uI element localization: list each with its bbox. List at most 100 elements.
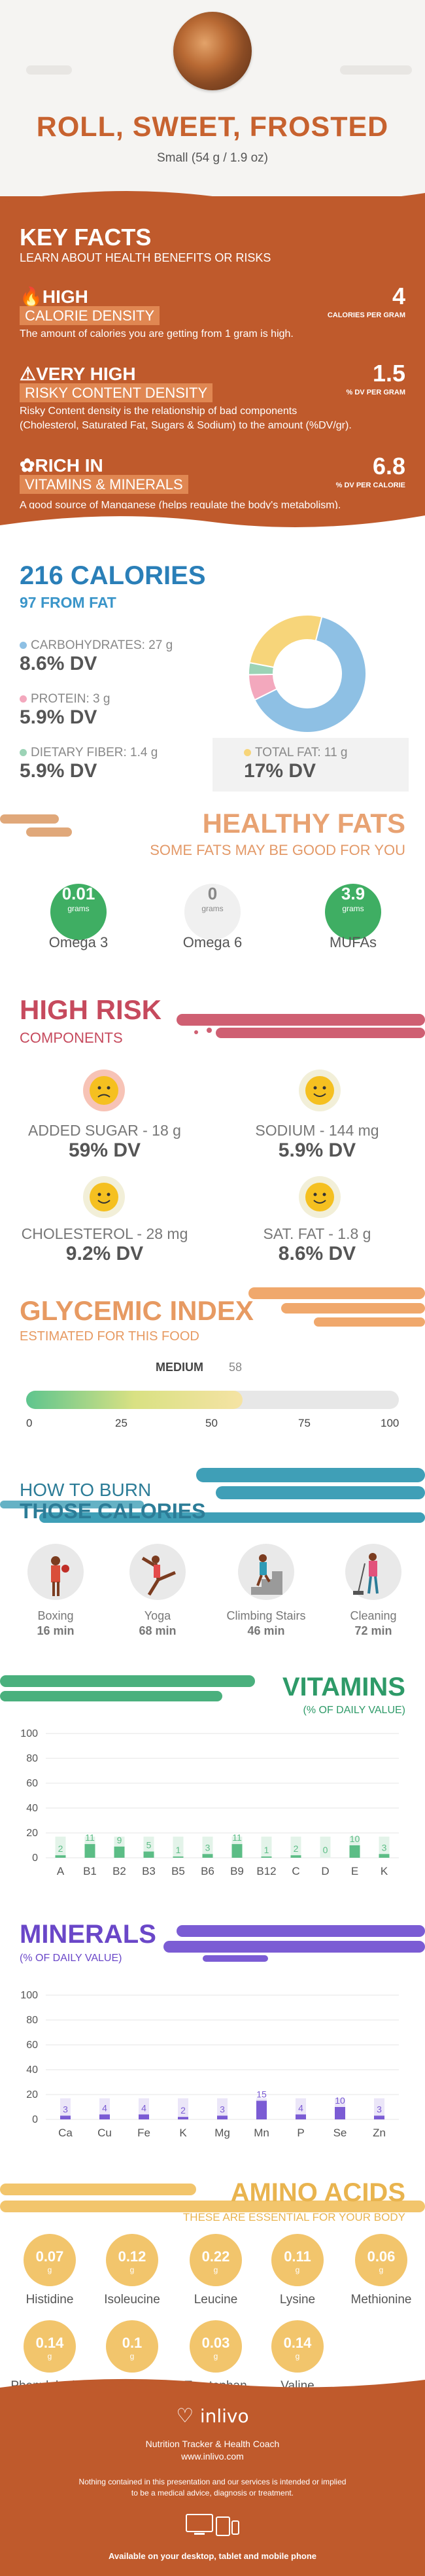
fact-unit: % DV PER CALORIE	[335, 481, 405, 489]
fact-vitamins-minerals: ✿RICH IN VITAMINS & MINERALS	[20, 455, 188, 494]
bar-background	[99, 2098, 110, 2119]
bar-value-label: 2	[58, 1843, 63, 1854]
amino-unit: g	[213, 2265, 218, 2274]
x-tick-label: A	[57, 1865, 65, 1877]
calories-title: 216 CALORIES	[20, 561, 206, 590]
bar-P	[296, 2114, 306, 2119]
bar-background	[55, 1836, 66, 1858]
amino-value: 0.12	[118, 2248, 146, 2265]
fat-unit: grams	[201, 904, 224, 913]
fats-title: HEALTHY FATS	[202, 808, 405, 839]
y-tick-label: 20	[26, 1828, 38, 1839]
bar-A	[55, 1855, 66, 1858]
x-tick-label: K	[381, 1865, 388, 1877]
amino-unit: g	[47, 2265, 52, 2274]
donut-slice-carbohydrates	[254, 616, 367, 733]
gi-bar-fill	[26, 1391, 243, 1409]
food-title: ROLL, SWEET, FROSTED	[36, 111, 389, 143]
exercise-title-2: THOSE CALORIES	[20, 1499, 206, 1523]
fact-label: CALORIE DENSITY	[20, 306, 160, 325]
bar-value-label: 3	[63, 2104, 68, 2114]
amino-name: Leucine	[194, 2293, 238, 2306]
x-tick-label: B9	[230, 1865, 244, 1877]
gi-subtitle: ESTIMATED FOR THIS FOOD	[20, 1329, 199, 1344]
exercise-name: Yoga	[144, 1609, 171, 1622]
y-tick-label: 40	[26, 2064, 38, 2076]
nutrient-label: DIETARY FIBER: 1.4 g	[31, 746, 158, 759]
x-tick-label: Fe	[137, 2127, 150, 2139]
dot-icon	[20, 695, 27, 703]
fact-value: 1.5	[372, 360, 405, 387]
y-tick-label: 20	[26, 2089, 38, 2100]
bar-value-label: 10	[350, 1834, 360, 1844]
amino-value: 0.06	[367, 2248, 396, 2265]
risk-label: SODIUM - 144 mg	[255, 1122, 379, 1139]
exercise-name: Cleaning	[350, 1609, 397, 1622]
decor-cloud	[26, 65, 72, 75]
bar-value-label: 15	[256, 2089, 267, 2100]
fact-desc: A good source of Manganese (helps regula…	[20, 500, 341, 511]
amino-name: Isoleucine	[104, 2293, 160, 2306]
bar-background	[379, 1836, 390, 1858]
amino-value: 0.07	[35, 2248, 64, 2265]
fact-unit: CALORIES PER GRAM	[327, 311, 405, 319]
exercise-title-1: HOW TO BURN	[20, 1480, 152, 1500]
minerals-subtitle: (% OF DAILY VALUE)	[20, 1953, 122, 1964]
disclaimer: to be a medical advice, diagnosis or tre…	[131, 2488, 294, 2498]
happy-face-icon	[299, 1070, 341, 1111]
vitamins-bar-chart: 0204060801002A11B19B25B31B53B611B91B122C…	[20, 1728, 399, 1877]
bar-Mn	[256, 2100, 267, 2119]
vitamins-title: VITAMINS	[282, 1673, 405, 1701]
fat-omega6: 0 grams	[184, 873, 241, 940]
decor-stripes	[177, 1014, 425, 1038]
vitamins-subtitle: (% OF DAILY VALUE)	[303, 1705, 405, 1716]
fact-level: RICH IN	[35, 455, 103, 476]
bar-background	[60, 2098, 71, 2119]
bar-value-label: 4	[141, 2102, 146, 2113]
fact-level: VERY HIGH	[36, 364, 136, 384]
bar-value-label: 11	[232, 1832, 242, 1843]
nutrient-fiber: DIETARY FIBER: 1.4 g 5.9% DV	[20, 746, 158, 782]
dot-icon	[244, 749, 251, 756]
y-tick-label: 80	[26, 2015, 38, 2026]
amino-title: AMINO ACIDS	[230, 2178, 405, 2207]
bar-value-label: 3	[205, 1842, 211, 1853]
bar-value-label: 11	[85, 1832, 95, 1843]
key-facts-subtitle: LEARN ABOUT HEALTH BENEFITS OR RISKS	[20, 251, 271, 264]
x-tick-label: Mn	[254, 2127, 269, 2139]
amino-circle: 0.14 g	[271, 2320, 324, 2373]
availability-note: Available on your desktop, tablet and mo…	[108, 2551, 317, 2561]
website-link[interactable]: www.inlivo.com	[181, 2451, 244, 2462]
fact-value: 4	[392, 283, 405, 309]
fat-mufas: 3.9 grams	[325, 873, 381, 940]
x-tick-label: P	[297, 2127, 304, 2139]
amino-value: 0.1	[122, 2335, 143, 2351]
nutrient-dv: 8.6% DV	[20, 653, 97, 674]
gi-tick: 100	[381, 1417, 400, 1429]
fat-name: Omega 6	[182, 934, 243, 950]
heart-logo-icon: ♡	[176, 2405, 194, 2428]
exercise-minutes: 46 min	[247, 1624, 285, 1637]
risk-dv: 9.2% DV	[65, 1243, 144, 1264]
nutrient-label: PROTEIN: 3 g	[31, 692, 110, 706]
exercise-minutes: 72 min	[354, 1624, 392, 1637]
x-tick-label: D	[321, 1865, 329, 1877]
stairs-icon	[238, 1544, 294, 1600]
risk-title: HIGH RISK	[20, 994, 162, 1025]
amino-unit: g	[379, 2265, 384, 2274]
gi-tick: 50	[205, 1417, 218, 1429]
calorie-donut-chart	[247, 614, 367, 733]
bar-B12	[261, 1856, 272, 1858]
fat-value: 0	[207, 884, 218, 903]
fact-level: HIGH	[42, 287, 88, 307]
fat-name: MUFAs	[329, 934, 377, 950]
bar-C	[290, 1855, 301, 1858]
bar-value-label: 1	[264, 1845, 269, 1855]
happy-face-icon	[299, 1176, 341, 1218]
amino-circle: 0.22 g	[190, 2234, 242, 2286]
bar-B1	[84, 1844, 95, 1858]
x-tick-label: Zn	[373, 2127, 386, 2139]
amino-value: 0.11	[284, 2248, 311, 2265]
x-tick-label: B12	[256, 1865, 276, 1877]
y-tick-label: 0	[32, 1853, 38, 1864]
